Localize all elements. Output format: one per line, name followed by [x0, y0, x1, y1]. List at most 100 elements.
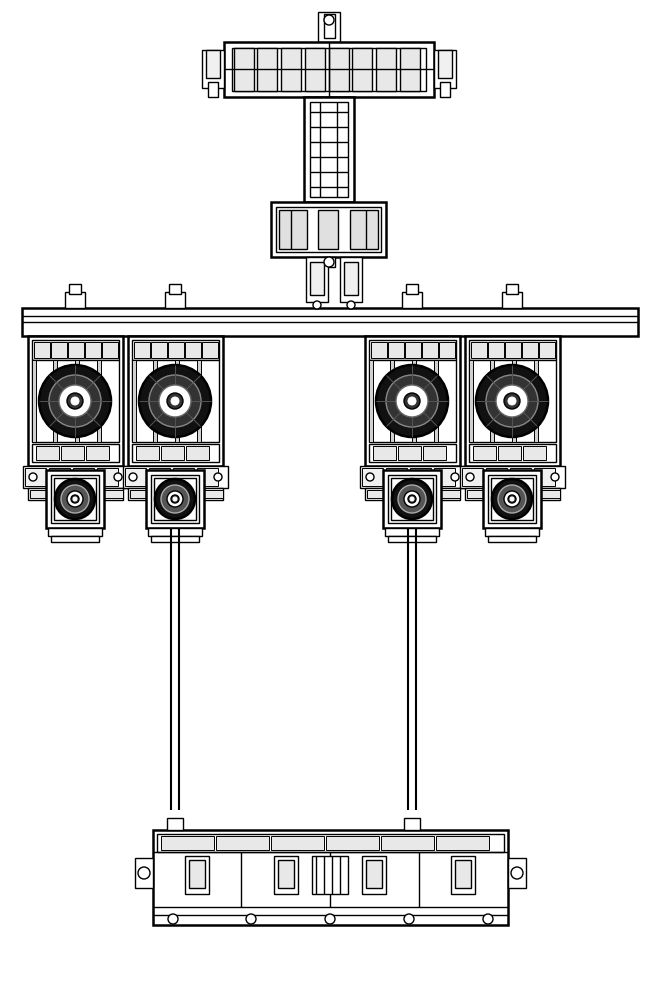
Bar	[85, 342, 101, 358]
Bar	[132, 340, 219, 360]
Bar	[234, 48, 254, 91]
Bar	[365, 336, 460, 466]
Bar	[34, 342, 50, 358]
Bar	[134, 342, 150, 358]
Bar	[197, 468, 218, 486]
Circle shape	[29, 473, 37, 481]
Bar	[78, 490, 99, 498]
Bar	[68, 342, 84, 358]
Circle shape	[486, 375, 538, 427]
Bar	[168, 342, 184, 358]
Bar	[97, 360, 101, 442]
Bar	[512, 360, 516, 442]
Circle shape	[173, 497, 177, 501]
Bar	[148, 528, 202, 536]
Bar	[398, 446, 421, 460]
Bar	[48, 528, 102, 536]
Circle shape	[59, 385, 91, 417]
Circle shape	[71, 397, 79, 405]
Bar	[422, 342, 438, 358]
Bar	[189, 860, 205, 888]
Bar	[224, 42, 434, 97]
Bar	[278, 860, 294, 888]
Circle shape	[508, 495, 516, 503]
Bar	[410, 468, 431, 486]
Bar	[434, 50, 456, 88]
Circle shape	[214, 473, 222, 481]
Bar	[523, 446, 546, 460]
Bar	[369, 340, 456, 360]
Bar	[151, 342, 167, 358]
Bar	[306, 257, 328, 302]
Circle shape	[510, 497, 514, 501]
Bar	[415, 490, 436, 498]
Bar	[386, 468, 407, 486]
Bar	[324, 14, 335, 38]
Circle shape	[404, 491, 420, 507]
Bar	[439, 342, 455, 358]
Circle shape	[376, 365, 448, 437]
Bar	[434, 468, 455, 486]
Bar	[539, 490, 560, 498]
Bar	[465, 336, 560, 466]
Bar	[491, 490, 512, 498]
Bar	[173, 468, 194, 486]
Bar	[185, 856, 209, 894]
Bar	[154, 490, 175, 498]
Bar	[178, 490, 199, 498]
Bar	[373, 446, 396, 460]
Circle shape	[451, 473, 459, 481]
Circle shape	[396, 385, 428, 417]
Circle shape	[366, 473, 374, 481]
Bar	[344, 262, 358, 295]
Bar	[130, 490, 151, 498]
Bar	[505, 342, 521, 358]
Bar	[161, 446, 184, 460]
Bar	[515, 490, 536, 498]
Bar	[276, 207, 381, 252]
Bar	[25, 468, 46, 486]
Bar	[123, 466, 228, 488]
Bar	[471, 342, 487, 358]
Bar	[498, 446, 521, 460]
Bar	[352, 48, 372, 91]
Bar	[388, 342, 404, 358]
Bar	[153, 360, 157, 442]
Bar	[488, 475, 536, 523]
Circle shape	[392, 479, 432, 519]
Bar	[534, 468, 555, 486]
Bar	[102, 342, 118, 358]
Circle shape	[410, 497, 414, 501]
Bar	[65, 292, 85, 308]
Bar	[488, 536, 536, 542]
Circle shape	[159, 385, 191, 417]
Circle shape	[73, 497, 77, 501]
Bar	[340, 257, 362, 302]
Circle shape	[347, 301, 355, 309]
Bar	[508, 858, 526, 888]
Bar	[412, 360, 416, 442]
Bar	[271, 202, 386, 257]
Bar	[310, 262, 324, 295]
Bar	[22, 308, 638, 336]
Bar	[406, 284, 418, 294]
Circle shape	[324, 15, 334, 25]
Bar	[318, 210, 338, 249]
Bar	[469, 444, 556, 462]
Bar	[312, 856, 348, 894]
Bar	[274, 856, 298, 894]
Bar	[202, 490, 223, 498]
Bar	[390, 360, 394, 442]
Bar	[271, 836, 324, 850]
Bar	[146, 470, 204, 528]
Bar	[440, 82, 450, 97]
Bar	[486, 468, 507, 486]
Bar	[102, 490, 123, 498]
Bar	[73, 468, 94, 486]
Bar	[310, 102, 348, 197]
Bar	[167, 818, 183, 830]
Circle shape	[67, 491, 83, 507]
Bar	[32, 360, 36, 442]
Circle shape	[161, 485, 189, 513]
Circle shape	[404, 393, 420, 409]
